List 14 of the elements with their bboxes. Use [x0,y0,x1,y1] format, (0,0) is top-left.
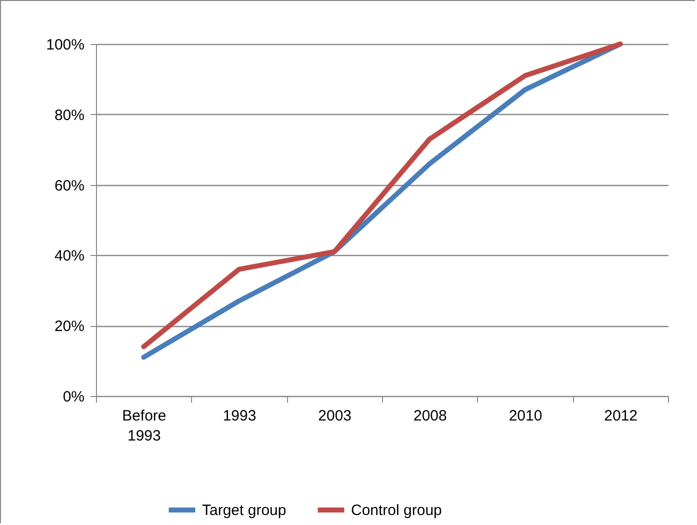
x-tick-label: Before 1993 [122,408,166,444]
y-tick-label: 80% [54,106,84,124]
legend-label: Target group [202,502,286,519]
y-tick-label: 40% [54,248,84,265]
x-tick-label: 2010 [508,408,542,424]
y-tick-label: 60% [54,177,84,194]
x-tick-label: 1993 [222,408,256,424]
x-tick-label: 2003 [318,408,352,424]
legend-label: Control group [351,502,442,519]
y-tick-label: 100% [46,36,84,54]
x-tick-label: 2012 [604,408,638,424]
y-tick-label: 0% [62,388,84,406]
x-tick-label: 2008 [413,408,447,424]
y-tick-label: 20% [54,318,84,336]
